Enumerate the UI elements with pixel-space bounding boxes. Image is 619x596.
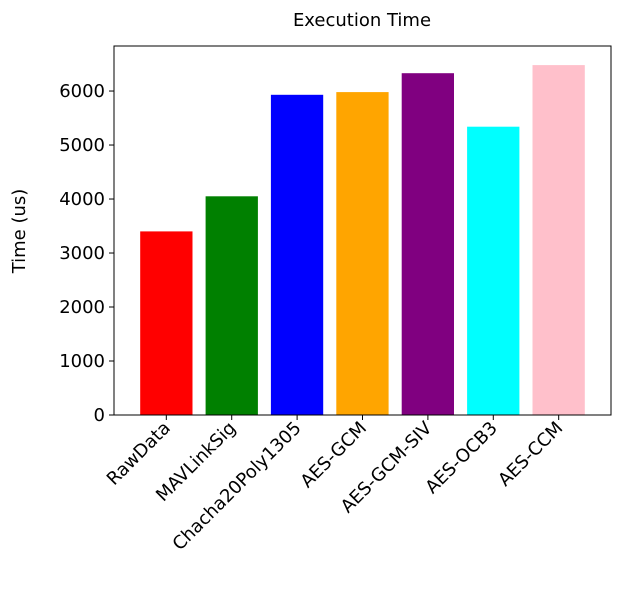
y-axis-label: Time (us) — [9, 189, 30, 275]
y-tick-label: 3000 — [59, 243, 105, 264]
y-tick-label: 5000 — [59, 135, 105, 156]
y-tick-label: 4000 — [59, 189, 105, 210]
bar-aes-ocb3 — [467, 126, 520, 415]
bar-aes-gcm-siv — [401, 73, 454, 415]
x-tick-label: Chacha20Poly1305 — [169, 418, 306, 555]
bar-mavlinksig — [205, 196, 258, 415]
chart-title: Execution Time — [293, 10, 431, 31]
y-tick-label: 2000 — [59, 297, 105, 318]
x-ticks: RawDataMAVLinkSigChacha20Poly1305AES-GCM… — [103, 415, 567, 555]
y-tick-label: 6000 — [59, 81, 105, 102]
bars-layer — [140, 65, 585, 416]
bar-chacha20poly1305 — [270, 94, 324, 416]
bar-aes-gcm — [336, 92, 389, 415]
y-tick-label: 0 — [94, 405, 105, 426]
y-tick-label: 1000 — [59, 351, 105, 372]
x-tick-label: AES-CCM — [494, 418, 567, 491]
plot-frame — [113, 45, 612, 416]
bar-rawdata — [140, 231, 193, 415]
bar-aes-ccm — [532, 65, 585, 415]
y-ticks: 0 1000 2000 3000 4000 5000 6000 — [59, 81, 114, 426]
